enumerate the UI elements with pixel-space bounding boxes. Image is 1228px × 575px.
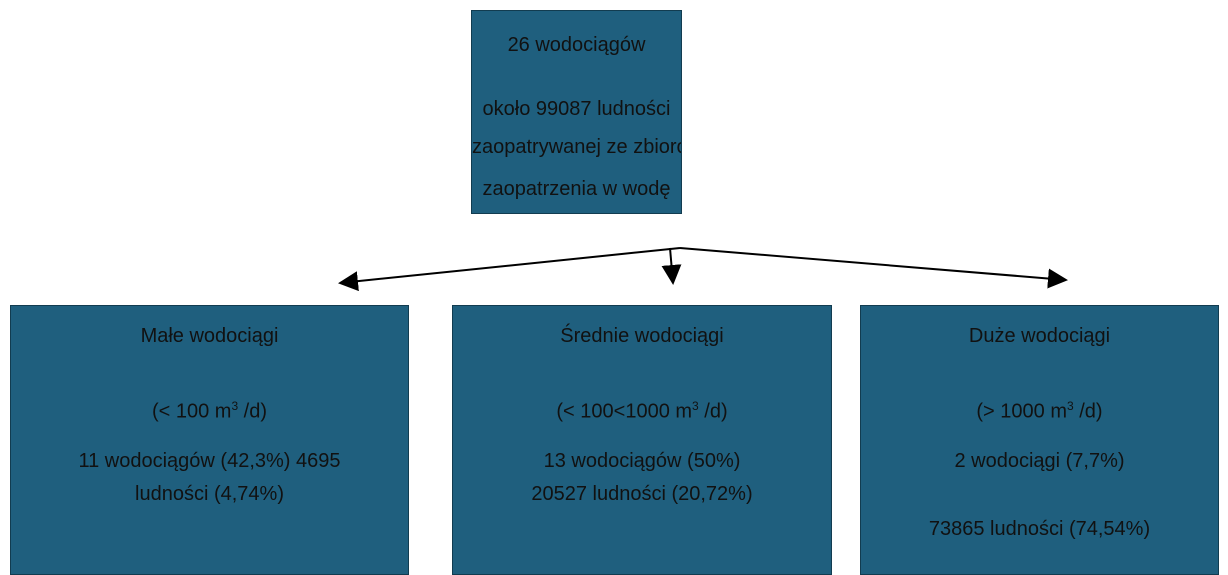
node-text: 11 wodociągów (42,3%) 4695	[78, 450, 341, 472]
node-text: zaopatrzenia w wodę	[482, 178, 671, 200]
node-title: Średnie wodociągi	[560, 325, 724, 347]
unit-text: (< 100 m	[151, 400, 232, 423]
unit-text: /d)	[698, 400, 728, 423]
node-text: ludności (4,74%)	[135, 483, 284, 505]
node: Średnie wodociągi (< 100<1000 m3 /d) 13 wo…	[452, 305, 832, 575]
node-text: około 99087 ludności	[482, 98, 671, 120]
node-text: 73865 ludności (74,54%)	[928, 518, 1151, 540]
unit-text: /d)	[1073, 400, 1103, 423]
node-text: 2 wodociągi (7,7%)	[954, 450, 1125, 472]
unit-text: (> 1000 m	[976, 400, 1067, 423]
node-title: Małe wodociągi	[140, 325, 279, 347]
node-unit: (> 1000 m3 /d)	[861, 394, 1218, 424]
node-unit: (< 100<1000 m3 /d)	[453, 394, 831, 424]
unit-text: /d)	[238, 400, 268, 423]
node: Małe wodociągi (< 100 m3 /d) 11 wodociągów…	[10, 305, 409, 575]
arrow	[679, 247, 1068, 289]
unit-sup: 3	[231, 399, 239, 413]
unit-sup: 3	[1067, 399, 1074, 413]
arrow	[661, 247, 682, 285]
unit-text: (< 100<1000 m	[556, 400, 693, 423]
node-text: 13 wodociągów (50%)	[543, 450, 741, 472]
node-unit: (< 100 m3 /d)	[11, 394, 408, 424]
node-text: zaopatrywanej ze zbiorowego	[472, 136, 681, 158]
unit-sup: 3	[692, 399, 699, 413]
arrow	[338, 247, 681, 292]
node-title: Duże wodociągi	[968, 325, 1111, 347]
node-text: 26 wodociągów	[507, 34, 646, 56]
node: Duże wodociągi (> 1000 m3 /d) 2 wodociągi …	[860, 305, 1219, 575]
node-text: 20527 ludności (20,72%)	[531, 483, 753, 505]
top-node: 26 wodociągów około 99087 ludności zaopa…	[471, 10, 682, 214]
